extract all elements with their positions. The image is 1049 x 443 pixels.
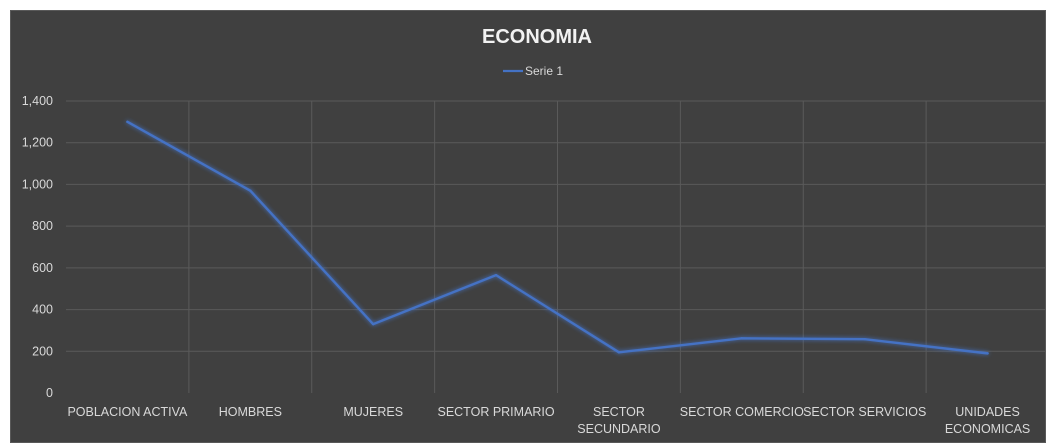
gridlines xyxy=(66,100,1046,393)
x-tick-label: HOMBRES xyxy=(219,405,282,419)
y-tick-label: 1,200 xyxy=(22,136,53,150)
x-axis-ticks: POBLACION ACTIVA HOMBRES MUJERES SECTOR PRI… xyxy=(67,405,1030,436)
x-tick-label: SECTOR SERVICIOS xyxy=(803,405,926,419)
data-point xyxy=(494,273,498,277)
chart-title: ECONOMIA xyxy=(482,26,592,48)
series-group xyxy=(126,120,989,355)
data-point xyxy=(126,120,129,124)
data-point xyxy=(740,337,744,340)
data-point xyxy=(617,351,621,354)
x-tick-label: POBLACION ACTIVA xyxy=(67,405,188,419)
y-tick-label: 0 xyxy=(46,386,53,400)
data-point xyxy=(249,189,252,192)
y-tick-label: 1,400 xyxy=(22,94,53,108)
data-point xyxy=(986,352,989,355)
x-tick-label: MUJERES xyxy=(343,405,403,419)
x-tick-label: SECTOR COMERCIO xyxy=(680,405,804,419)
legend-label-serie-1: Serie 1 xyxy=(525,64,563,78)
legend: Serie 1 xyxy=(503,64,563,78)
data-point xyxy=(371,322,375,326)
x-tick-label: UNIDADES ECONOMICAS xyxy=(945,405,1030,436)
series-line-serie-1 xyxy=(126,120,989,355)
data-point xyxy=(863,337,866,341)
y-axis-ticks: 0 200 400 600 800 1,000 1,200 1,400 xyxy=(22,94,53,400)
x-tick-label: SECTOR PRIMARIO xyxy=(437,405,554,419)
x-tick-label: SECTOR SECUNDARIO xyxy=(577,405,661,436)
y-tick-label: 400 xyxy=(32,303,53,317)
y-tick-label: 200 xyxy=(32,344,53,358)
y-tick-label: 1,000 xyxy=(22,177,53,191)
y-tick-label: 600 xyxy=(32,261,53,275)
y-tick-label: 800 xyxy=(32,219,53,233)
